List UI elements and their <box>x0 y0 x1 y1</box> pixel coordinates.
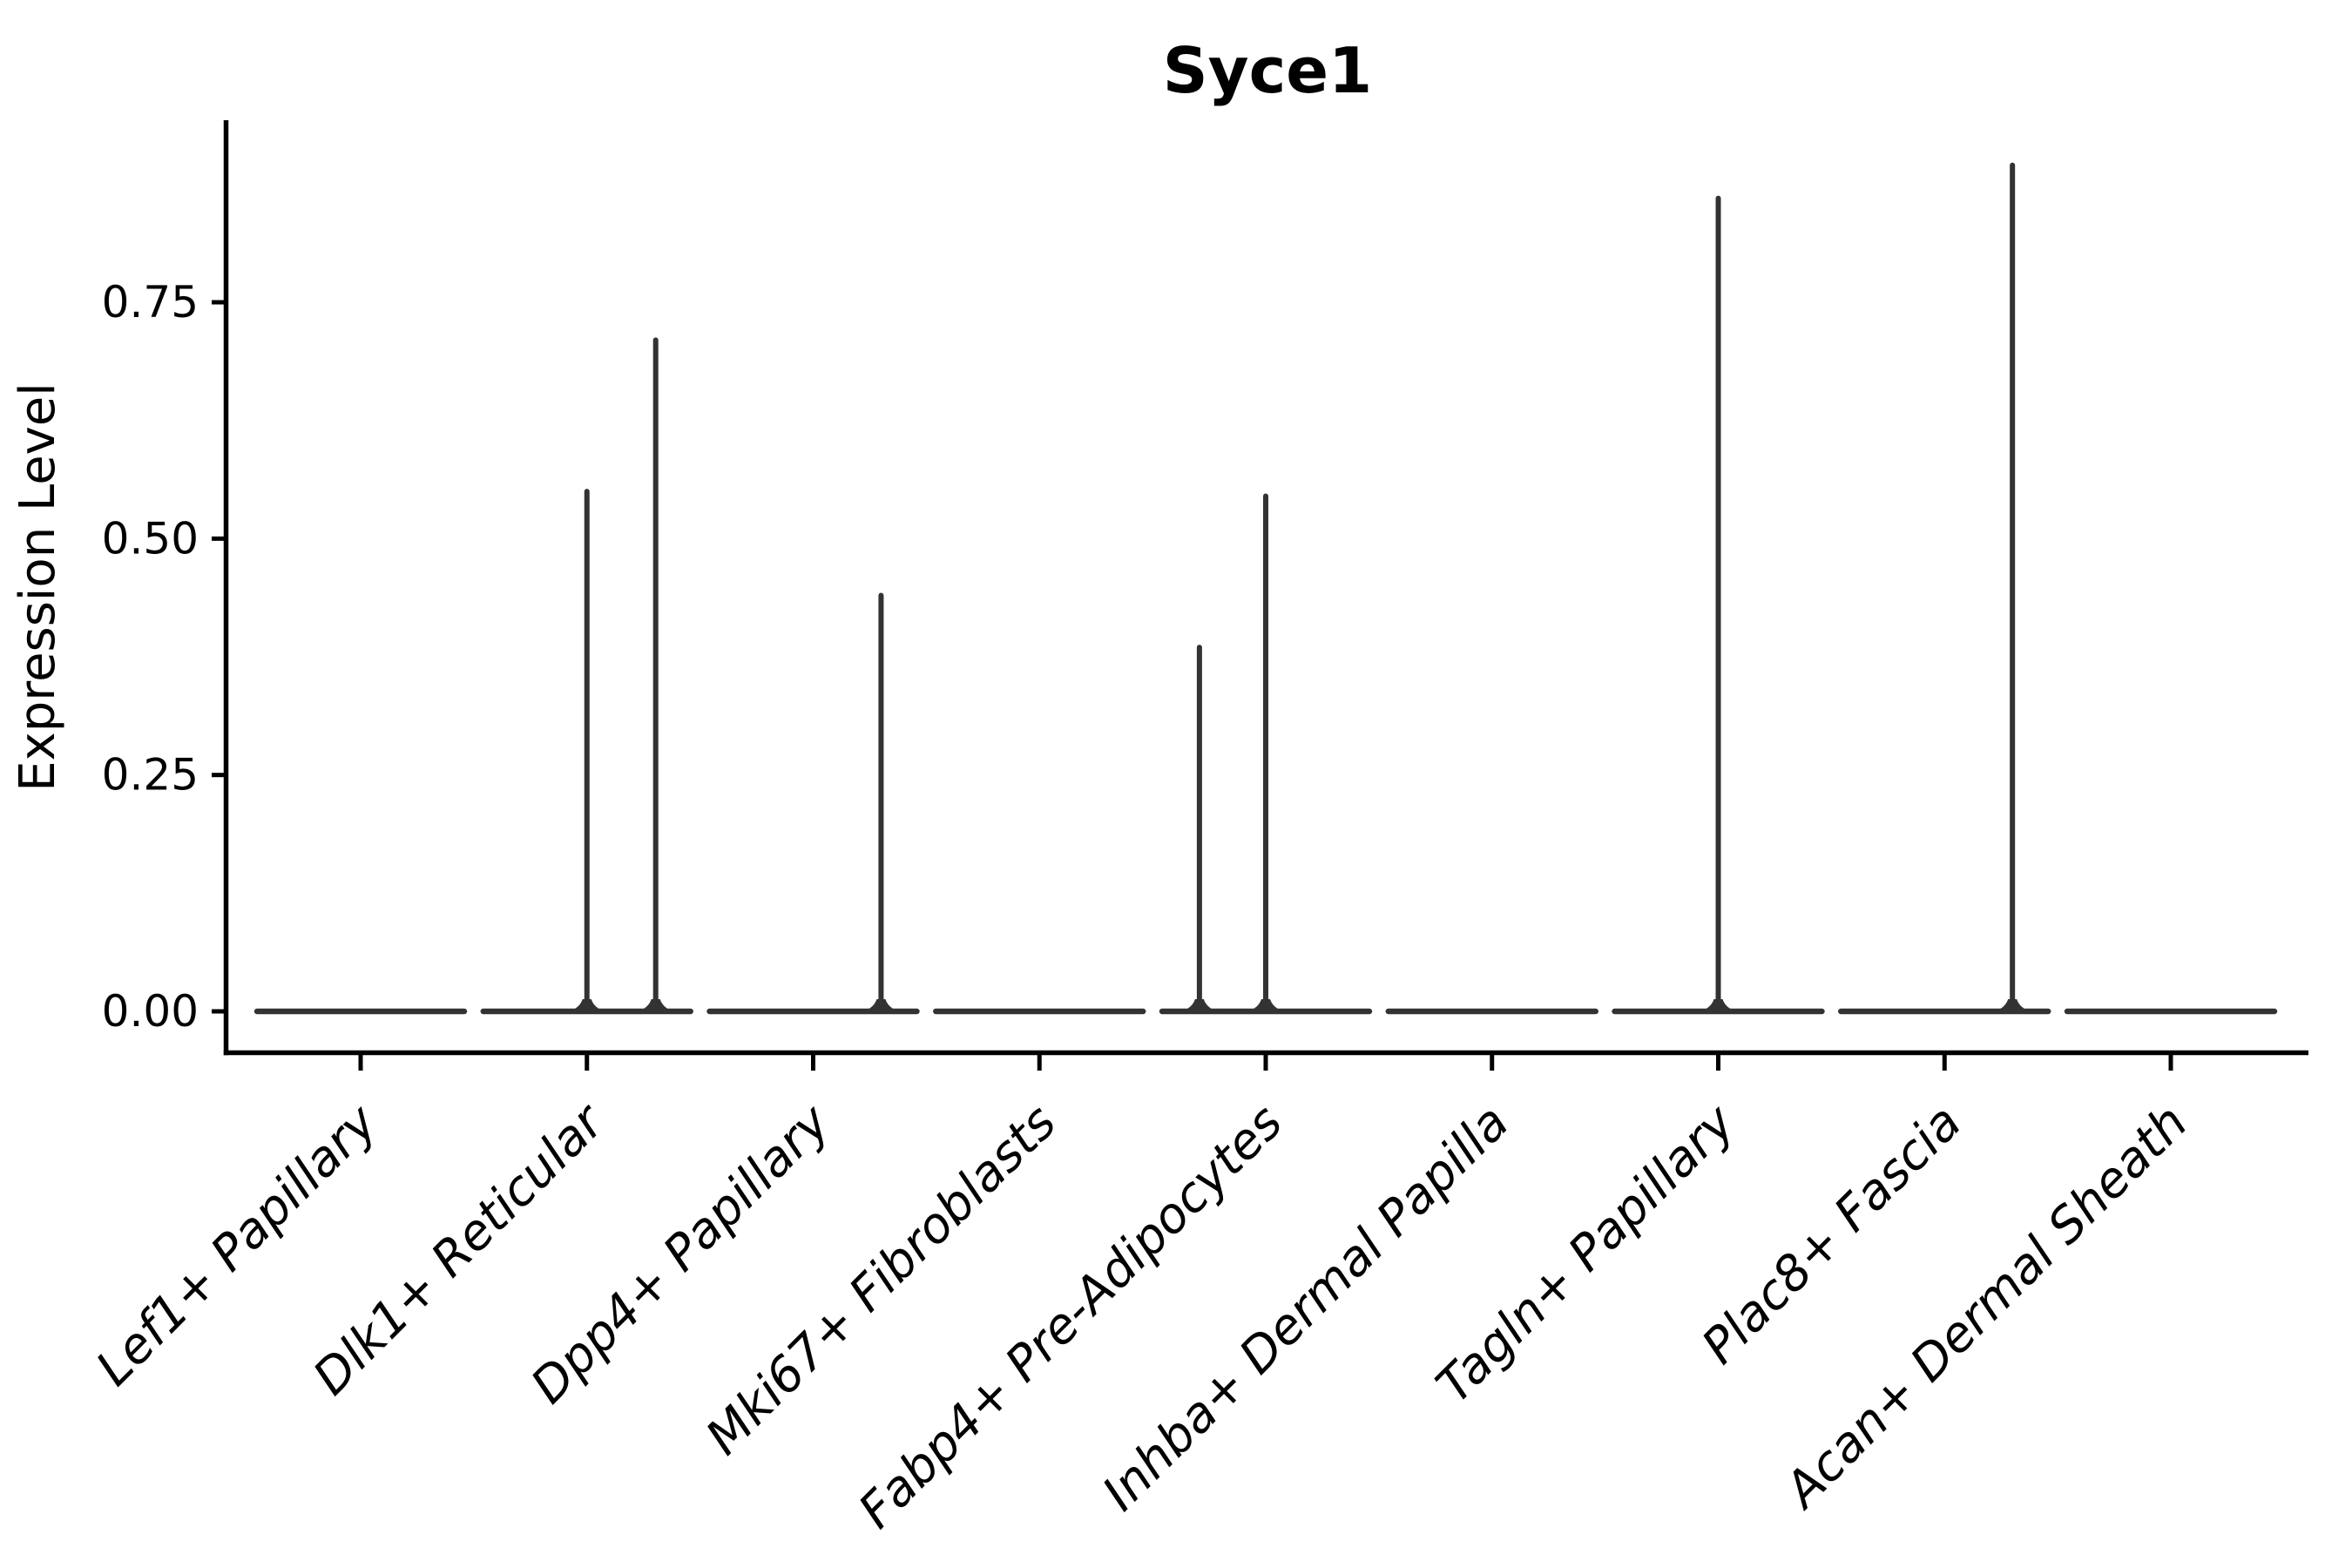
violin-8 <box>1838 162 2051 1015</box>
violin-2 <box>480 337 693 1015</box>
y-tick-label: 0.75 <box>102 277 199 328</box>
axes-layer <box>223 120 2308 1056</box>
y-tick-label: 0.50 <box>102 513 199 564</box>
y-tick-label: 0.25 <box>102 750 199 801</box>
violin-3 <box>706 592 920 1015</box>
y-axis-label: Expression Level <box>10 382 66 792</box>
y-tick-label: 0.00 <box>102 986 199 1037</box>
violin-5 <box>1159 493 1373 1015</box>
y-ticks-layer: 0.00 0.25 0.50 0.75 <box>102 277 224 1037</box>
x-tick-label: Acan+ Dermal Sheath <box>1773 1094 2199 1520</box>
violins-layer <box>253 162 2278 1015</box>
violin-7 <box>1612 195 1825 1015</box>
x-tick-label: Fabp4+ Pre-Adipocytes <box>848 1094 1294 1539</box>
chart-title: Syce1 <box>1163 34 1372 107</box>
x-tick-label: Inhba+ Dermal Papilla <box>1092 1094 1520 1522</box>
